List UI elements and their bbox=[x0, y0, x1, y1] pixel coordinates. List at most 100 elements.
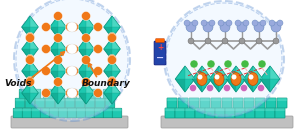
Circle shape bbox=[220, 22, 230, 32]
FancyBboxPatch shape bbox=[106, 99, 115, 101]
FancyBboxPatch shape bbox=[112, 108, 122, 118]
Polygon shape bbox=[30, 82, 38, 93]
Circle shape bbox=[107, 78, 116, 86]
FancyBboxPatch shape bbox=[95, 98, 105, 108]
Polygon shape bbox=[50, 16, 66, 38]
FancyBboxPatch shape bbox=[235, 108, 245, 111]
Circle shape bbox=[70, 89, 79, 97]
Circle shape bbox=[107, 32, 116, 42]
FancyBboxPatch shape bbox=[211, 98, 221, 108]
FancyBboxPatch shape bbox=[205, 108, 215, 111]
Polygon shape bbox=[86, 60, 94, 71]
Polygon shape bbox=[226, 79, 236, 92]
Polygon shape bbox=[209, 66, 229, 92]
FancyBboxPatch shape bbox=[49, 108, 59, 118]
FancyBboxPatch shape bbox=[275, 108, 285, 111]
FancyBboxPatch shape bbox=[185, 108, 195, 118]
Polygon shape bbox=[78, 49, 86, 60]
FancyBboxPatch shape bbox=[255, 98, 265, 101]
Polygon shape bbox=[50, 60, 66, 82]
FancyBboxPatch shape bbox=[225, 108, 235, 111]
FancyBboxPatch shape bbox=[178, 98, 188, 108]
FancyBboxPatch shape bbox=[235, 108, 245, 118]
Circle shape bbox=[209, 20, 215, 26]
Circle shape bbox=[94, 23, 103, 31]
Circle shape bbox=[67, 44, 77, 54]
Circle shape bbox=[205, 38, 211, 44]
Polygon shape bbox=[236, 66, 246, 79]
FancyBboxPatch shape bbox=[94, 108, 104, 118]
Circle shape bbox=[186, 22, 196, 32]
Circle shape bbox=[65, 89, 74, 97]
FancyBboxPatch shape bbox=[76, 99, 85, 101]
Circle shape bbox=[226, 20, 232, 26]
FancyBboxPatch shape bbox=[15, 98, 25, 108]
FancyBboxPatch shape bbox=[277, 98, 287, 108]
Circle shape bbox=[258, 60, 266, 68]
FancyBboxPatch shape bbox=[175, 108, 185, 118]
FancyBboxPatch shape bbox=[161, 116, 293, 128]
Circle shape bbox=[65, 67, 74, 75]
FancyBboxPatch shape bbox=[85, 108, 95, 118]
FancyBboxPatch shape bbox=[80, 89, 88, 92]
FancyBboxPatch shape bbox=[92, 89, 100, 92]
FancyBboxPatch shape bbox=[19, 89, 29, 99]
FancyBboxPatch shape bbox=[25, 98, 35, 108]
FancyBboxPatch shape bbox=[91, 89, 101, 99]
Polygon shape bbox=[78, 71, 86, 82]
Circle shape bbox=[53, 12, 62, 20]
FancyBboxPatch shape bbox=[85, 108, 94, 111]
FancyBboxPatch shape bbox=[45, 98, 55, 108]
Circle shape bbox=[67, 88, 77, 98]
Polygon shape bbox=[112, 38, 120, 49]
Polygon shape bbox=[22, 16, 38, 38]
FancyBboxPatch shape bbox=[95, 99, 105, 101]
FancyBboxPatch shape bbox=[156, 39, 164, 42]
Circle shape bbox=[201, 20, 207, 26]
FancyBboxPatch shape bbox=[76, 108, 85, 111]
Circle shape bbox=[82, 34, 91, 42]
Ellipse shape bbox=[214, 72, 224, 86]
Circle shape bbox=[207, 60, 215, 68]
Circle shape bbox=[107, 34, 116, 42]
FancyBboxPatch shape bbox=[55, 89, 65, 99]
Circle shape bbox=[237, 22, 247, 32]
FancyBboxPatch shape bbox=[31, 108, 41, 118]
Circle shape bbox=[53, 78, 62, 86]
FancyBboxPatch shape bbox=[55, 98, 65, 108]
FancyBboxPatch shape bbox=[189, 98, 199, 108]
Circle shape bbox=[277, 20, 283, 26]
FancyBboxPatch shape bbox=[67, 108, 77, 118]
Polygon shape bbox=[22, 93, 30, 104]
FancyBboxPatch shape bbox=[185, 108, 195, 111]
Polygon shape bbox=[104, 71, 112, 82]
Ellipse shape bbox=[197, 72, 207, 86]
Polygon shape bbox=[192, 66, 212, 92]
FancyBboxPatch shape bbox=[32, 108, 40, 111]
Circle shape bbox=[243, 20, 249, 26]
FancyBboxPatch shape bbox=[103, 108, 113, 118]
FancyBboxPatch shape bbox=[275, 108, 285, 118]
Circle shape bbox=[82, 56, 91, 64]
Polygon shape bbox=[78, 82, 94, 104]
FancyBboxPatch shape bbox=[167, 98, 177, 101]
Circle shape bbox=[67, 66, 77, 76]
Polygon shape bbox=[78, 38, 94, 60]
FancyBboxPatch shape bbox=[215, 108, 225, 118]
Circle shape bbox=[94, 45, 103, 53]
Polygon shape bbox=[22, 71, 30, 82]
Polygon shape bbox=[78, 60, 94, 82]
Circle shape bbox=[224, 84, 230, 91]
Circle shape bbox=[26, 32, 34, 42]
Circle shape bbox=[190, 84, 196, 91]
FancyBboxPatch shape bbox=[165, 108, 175, 111]
FancyBboxPatch shape bbox=[165, 108, 175, 118]
FancyBboxPatch shape bbox=[255, 108, 265, 111]
FancyBboxPatch shape bbox=[222, 98, 232, 108]
Polygon shape bbox=[78, 16, 94, 38]
Circle shape bbox=[53, 56, 62, 64]
Circle shape bbox=[218, 20, 224, 26]
FancyBboxPatch shape bbox=[44, 89, 52, 92]
Polygon shape bbox=[260, 79, 270, 92]
FancyBboxPatch shape bbox=[79, 89, 89, 99]
